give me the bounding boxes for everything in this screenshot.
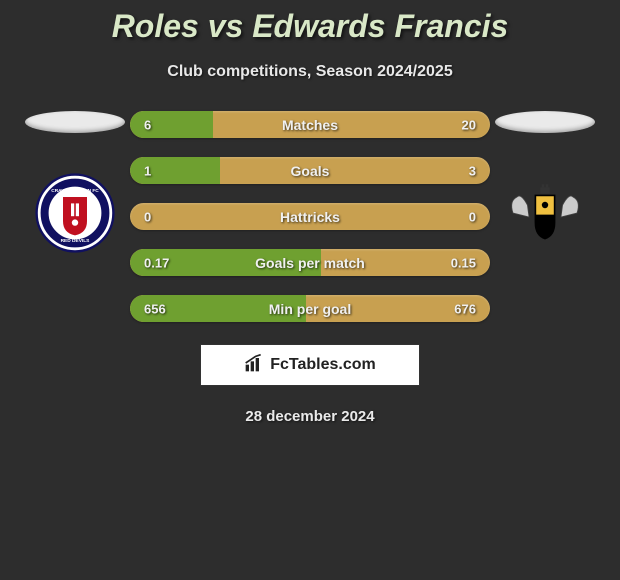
stat-value-left: 0 — [144, 209, 151, 224]
page-subtitle: Club competitions, Season 2024/2025 — [0, 63, 620, 81]
stat-bars: Matches 6 20 Goals 1 3 Hattricks 0 0 Goals per ma… — [130, 111, 490, 322]
comparison-panel: CRAWLEY TOWN FC RED DEVILS Matches 6 20 Goa… — [0, 111, 620, 322]
stat-value-right: 0.15 — [451, 255, 476, 270]
stat-bar-label: Matches — [282, 117, 338, 133]
brand-text: FcTables.com — [270, 356, 376, 374]
stat-value-left: 0.17 — [144, 255, 169, 270]
date-label: 28 december 2024 — [0, 408, 620, 425]
stat-bar: Goals per match 0.17 0.15 — [130, 249, 490, 276]
svg-text:CRAWLEY TOWN FC: CRAWLEY TOWN FC — [51, 188, 99, 194]
stat-bar-label: Hattricks — [280, 209, 340, 225]
stat-bar-fill-left — [130, 111, 213, 138]
crawley-town-badge: CRAWLEY TOWN FC RED DEVILS — [35, 173, 115, 253]
stat-bar: Hattricks 0 0 — [130, 203, 490, 230]
stat-bar: Matches 6 20 — [130, 111, 490, 138]
stat-bar-label: Goals — [291, 163, 330, 179]
stat-value-right: 20 — [462, 117, 476, 132]
chart-icon — [244, 353, 264, 378]
player-photo-placeholder-left — [25, 111, 125, 133]
stat-value-right: 3 — [469, 163, 476, 178]
stat-bar: Min per goal 656 676 — [130, 295, 490, 322]
stat-value-left: 656 — [144, 301, 166, 316]
stat-value-left: 6 — [144, 117, 151, 132]
brand-attribution[interactable]: FcTables.com — [200, 344, 420, 386]
stat-value-right: 676 — [454, 301, 476, 316]
stat-bar-label: Min per goal — [269, 301, 351, 317]
stat-bar: Goals 1 3 — [130, 157, 490, 184]
player-photo-placeholder-right — [495, 111, 595, 133]
page-title: Roles vs Edwards Francis — [0, 0, 620, 45]
svg-text:RED DEVILS: RED DEVILS — [61, 238, 91, 244]
exeter-city-badge — [505, 173, 585, 253]
stat-bar-label: Goals per match — [255, 255, 365, 271]
stat-value-right: 0 — [469, 209, 476, 224]
team-right-column — [490, 111, 600, 253]
stat-value-left: 1 — [144, 163, 151, 178]
team-left-column: CRAWLEY TOWN FC RED DEVILS — [20, 111, 130, 253]
